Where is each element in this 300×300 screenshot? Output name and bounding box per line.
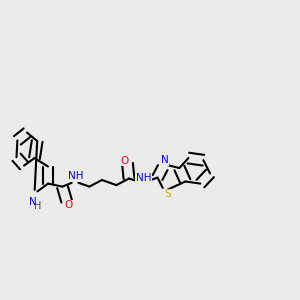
Text: H: H: [34, 201, 42, 211]
Text: NH: NH: [68, 171, 84, 181]
Text: O: O: [120, 155, 129, 166]
Text: N: N: [161, 155, 169, 165]
Text: NH: NH: [136, 172, 152, 183]
Text: O: O: [64, 200, 72, 210]
Text: N: N: [29, 197, 37, 207]
Text: S: S: [165, 189, 171, 199]
